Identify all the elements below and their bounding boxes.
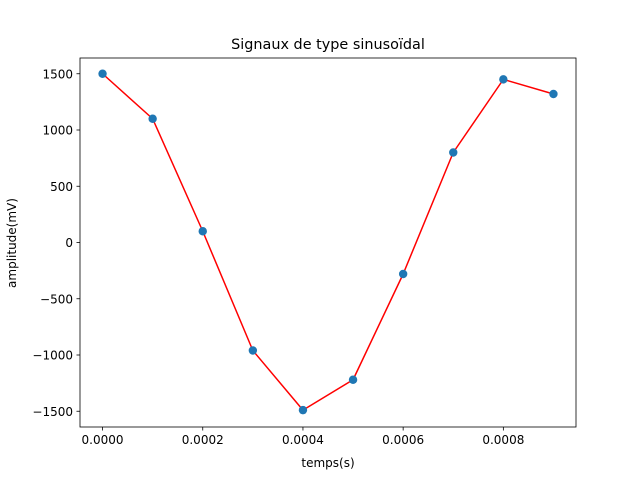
data-point (398, 269, 408, 279)
x-tick-label: 0.0008 (482, 433, 524, 447)
y-tick-label: −500 (40, 292, 73, 306)
data-point (499, 75, 508, 84)
data-point (148, 114, 157, 123)
y-tick-label: 0 (65, 236, 73, 250)
chart-title: Signaux de type sinusoïdal (231, 37, 425, 53)
data-point (549, 89, 558, 99)
y-tick-label: −1500 (32, 405, 73, 419)
data-point (98, 69, 107, 78)
y-axis-title: amplitude(mV) (5, 198, 19, 288)
data-point (298, 405, 308, 415)
y-tick-label: −1000 (32, 349, 73, 363)
data-point (248, 346, 258, 355)
data-point (198, 227, 207, 236)
data-point (348, 375, 358, 384)
x-tick-label: 0.0002 (182, 433, 224, 447)
x-tick-label: 0.0006 (382, 433, 424, 447)
series-line (102, 73, 554, 411)
x-tick-label: 0.0000 (82, 433, 124, 447)
data-point (449, 148, 458, 157)
x-axis-title: temps(s) (301, 456, 354, 470)
x-tick-label: 0.0004 (282, 433, 324, 447)
y-tick-label: 1000 (42, 124, 73, 138)
y-tick-label: 1500 (42, 67, 73, 81)
y-tick-label: 500 (50, 180, 73, 194)
plot-area: 0.0000 0.0002 0.0004 0.0006 0.0008 −1500 −1000… (32, 57, 577, 447)
